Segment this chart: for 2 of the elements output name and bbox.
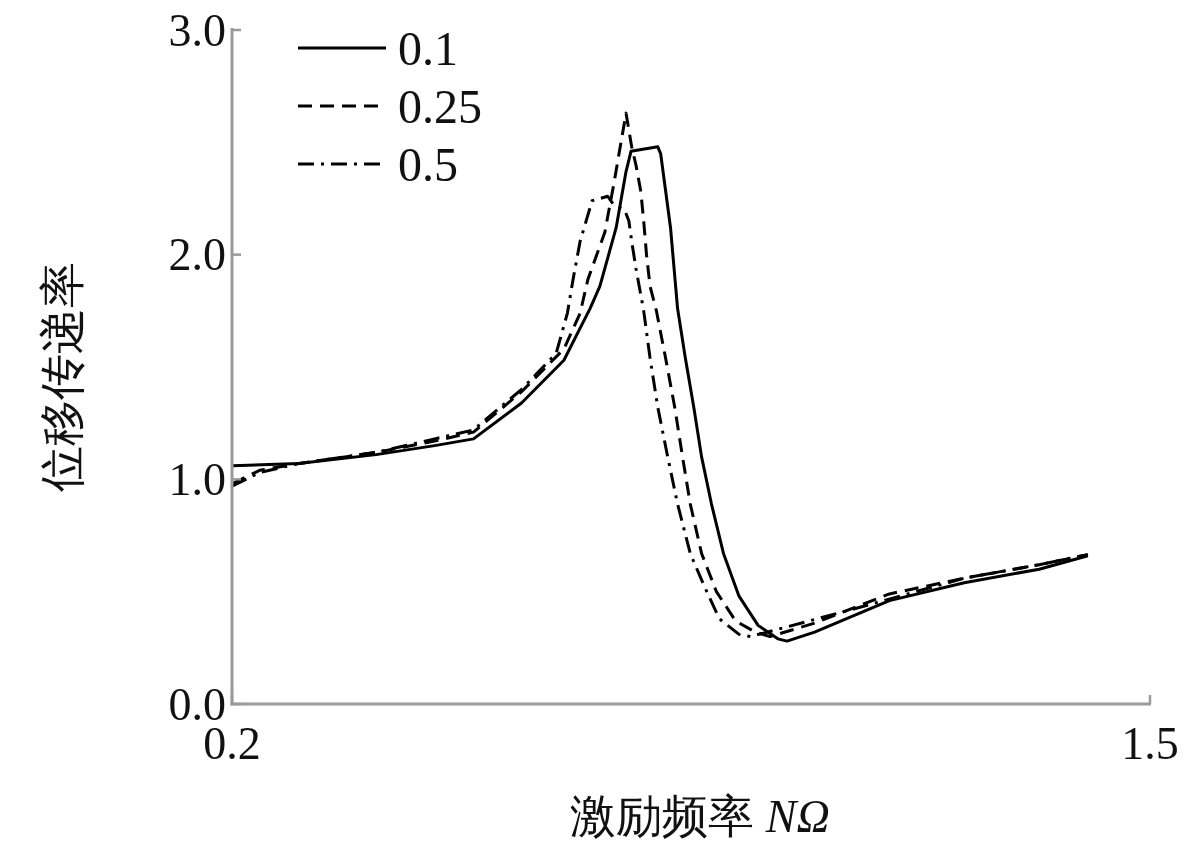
y-axis-title: 位移传递率	[36, 262, 88, 492]
x-axis-title: 激励频率 NΩ	[570, 791, 830, 842]
